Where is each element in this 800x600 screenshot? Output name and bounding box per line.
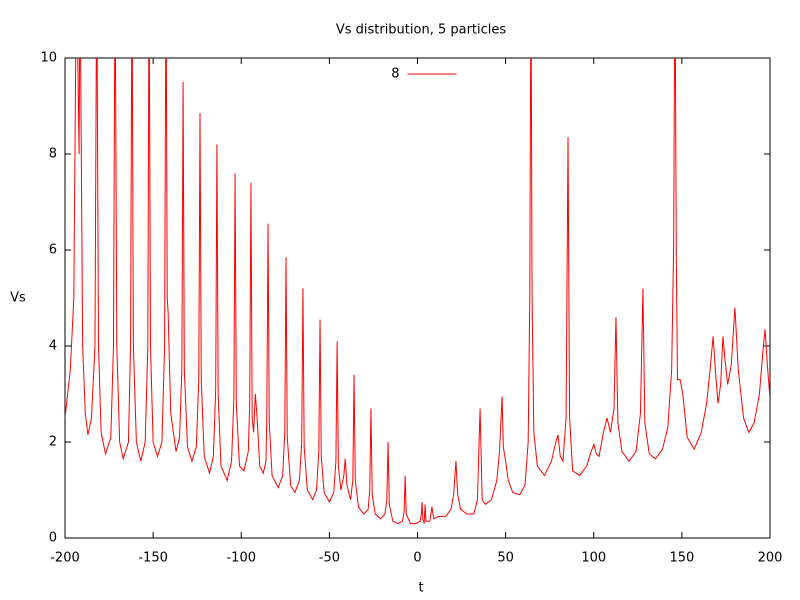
legend-label: 8 xyxy=(391,67,399,82)
x-tick-label: -50 xyxy=(319,551,340,566)
x-tick-label: -100 xyxy=(226,551,256,566)
y-axis-label: Vs xyxy=(10,291,26,306)
x-tick-label: -150 xyxy=(138,551,168,566)
data-line xyxy=(65,58,770,525)
y-tick-label: 8 xyxy=(49,147,57,162)
x-tick-label: 0 xyxy=(413,551,421,566)
x-axis-label: t xyxy=(418,581,423,596)
x-tick-label: 50 xyxy=(497,551,514,566)
x-tick-label: -200 xyxy=(50,551,80,566)
y-tick-label: 2 xyxy=(49,435,57,450)
x-tick-label: 100 xyxy=(581,551,606,566)
y-tick-label: 10 xyxy=(40,51,57,66)
y-tick-label: 0 xyxy=(49,531,57,546)
x-tick-label: 150 xyxy=(669,551,694,566)
y-tick-label: 4 xyxy=(49,339,57,354)
y-tick-label: 6 xyxy=(49,243,57,258)
chart-title: Vs distribution, 5 particles xyxy=(336,23,507,38)
x-tick-label: 200 xyxy=(758,551,783,566)
